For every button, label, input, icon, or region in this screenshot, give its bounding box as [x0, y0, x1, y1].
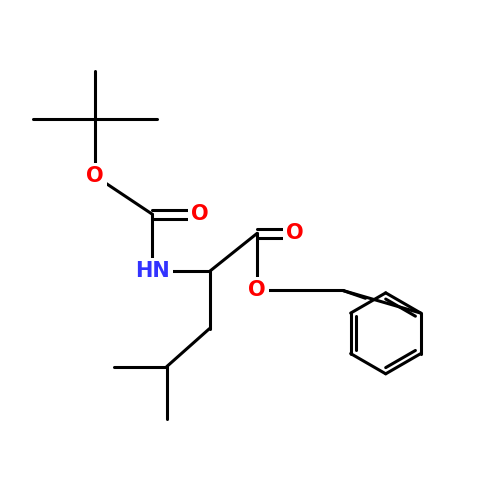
Text: O: O: [286, 224, 304, 244]
Text: HN: HN: [135, 262, 170, 281]
Text: O: O: [248, 280, 266, 300]
Text: O: O: [191, 204, 209, 225]
Text: O: O: [86, 166, 104, 186]
